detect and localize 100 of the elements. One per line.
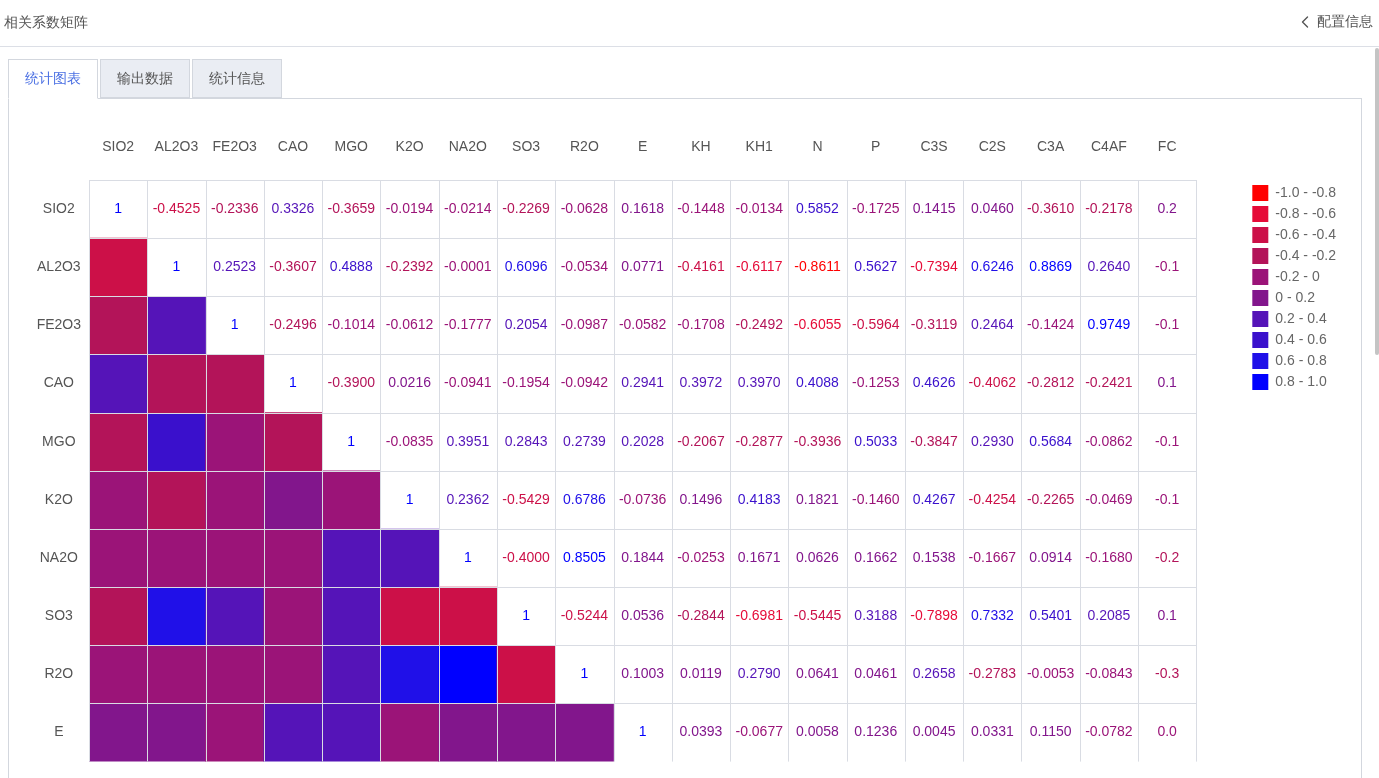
color-bar-label: 0.8 - 1.0 (1275, 372, 1327, 389)
text: -0.8611 (794, 258, 841, 275)
text: -0.0194 (385, 199, 434, 216)
text: -0.0053 (1026, 665, 1075, 682)
text: -0.0835 (385, 432, 434, 449)
text: -0.1 (1155, 258, 1180, 275)
text: -0.1667 (968, 548, 1017, 565)
text: -0.1777 (444, 316, 492, 333)
text: 1 (230, 316, 239, 333)
text: -0.2265 (1026, 490, 1075, 507)
tab[interactable]: 输出数据 (100, 59, 190, 98)
text: -0.1 (1155, 316, 1180, 333)
text: -0.3610 (1026, 199, 1075, 216)
text: 0.1671 (737, 548, 781, 565)
x-tick-label: CAO (277, 138, 309, 155)
text: 0.1618 (621, 199, 665, 216)
text: 0.0536 (621, 607, 665, 624)
text: -0.0582 (618, 316, 667, 333)
text: -0.4525 (152, 199, 201, 216)
text: -0.3119 (910, 316, 958, 333)
text: 0.8505 (562, 548, 606, 565)
text: -0.6981 (735, 607, 783, 624)
text: -0.3900 (327, 374, 375, 391)
text: -0.1424 (1026, 316, 1075, 333)
text: 0.2464 (970, 316, 1014, 333)
config-link[interactable]: 配置信息 (1301, 12, 1373, 32)
text: 1 (347, 432, 356, 449)
text: 0.2941 (621, 374, 665, 391)
text: 0.1236 (854, 723, 898, 740)
text: 0.0119 (680, 665, 722, 682)
x-tick-label: R2O (569, 138, 599, 155)
text: -0.0612 (385, 316, 434, 333)
text: 0.1662 (854, 548, 898, 565)
text: -0.4161 (677, 258, 725, 275)
text: 0.2790 (737, 665, 781, 682)
text: -0.2496 (269, 316, 317, 333)
text: -0.3 (1155, 665, 1180, 682)
text: 0.1003 (621, 665, 665, 682)
text: 0.1844 (621, 548, 665, 565)
text: -0.0134 (735, 199, 783, 216)
text: -0.2492 (735, 316, 783, 333)
x-tick-label: SIO2 (102, 138, 135, 155)
y-tick-label: AL2O3 (37, 258, 81, 275)
tab[interactable]: 统计信息 (192, 59, 282, 98)
text: 0.2739 (562, 432, 606, 449)
x-tick-label: K2O (395, 138, 424, 155)
y-tick-label: SO3 (44, 607, 74, 624)
text: -0.0534 (560, 258, 609, 275)
x-tick-label: AL2O3 (154, 138, 199, 155)
text: -0.2 (1155, 548, 1180, 565)
text: -0.4000 (502, 548, 550, 565)
scrollbar[interactable] (1375, 48, 1379, 355)
text: 0.4626 (912, 374, 956, 391)
text: -0.1680 (1085, 548, 1133, 565)
x-tick-label: MGO (334, 138, 369, 155)
x-tick-label: KH (691, 138, 711, 155)
text: -0.2178 (1085, 199, 1133, 216)
text: 0.3951 (446, 432, 490, 449)
text: 0.0331 (970, 723, 1014, 740)
text: -0.4062 (968, 374, 1017, 391)
color-bar-label: -0.2 - 0 (1275, 267, 1320, 284)
text: -0.2067 (677, 432, 725, 449)
color-bar-label: -0.6 - -0.4 (1275, 225, 1337, 242)
text: 0.2523 (213, 258, 257, 275)
y-tick-label: CAO (43, 374, 75, 391)
text: 0.0914 (1029, 548, 1073, 565)
tab[interactable]: 统计图表 (8, 59, 98, 99)
text: -0.2812 (1026, 374, 1075, 391)
text: 1 (172, 258, 181, 275)
x-tick-label: KH1 (745, 138, 774, 155)
text: -0.0941 (444, 374, 492, 391)
text: 0.1821 (796, 490, 839, 507)
text: 0.9749 (1087, 316, 1131, 333)
x-tick-label: P (871, 138, 881, 155)
text: -0.5445 (793, 607, 842, 624)
text: 0.5852 (796, 199, 839, 216)
text: 0.2 (1157, 199, 1177, 216)
text: -0.4254 (968, 490, 1017, 507)
text: 1 (114, 199, 123, 216)
text: 0.0 (1157, 723, 1177, 740)
text: 0.4088 (796, 374, 839, 391)
text: -0.0001 (444, 258, 492, 275)
text: 1 (463, 548, 472, 565)
text: 0.5627 (854, 258, 898, 275)
text: 0.2054 (504, 316, 548, 333)
text: -0.0862 (1085, 432, 1133, 449)
text: -0.2336 (210, 199, 259, 216)
text: -0.2421 (1085, 374, 1133, 391)
y-tick-label: K2O (44, 490, 73, 507)
x-tick-label: FC (1157, 138, 1177, 155)
color-bar-label: -0.8 - -0.6 (1275, 204, 1337, 221)
x-tick-label: E (637, 138, 648, 155)
x-tick-label: C3S (920, 138, 948, 155)
text: -0.2392 (385, 258, 434, 275)
text: 0.0216 (388, 374, 431, 391)
text: 0.0461 (854, 665, 898, 682)
text: 0.6786 (562, 490, 606, 507)
text: 0.1496 (679, 490, 723, 507)
text: 0.0393 (679, 723, 723, 740)
text: 0.3970 (737, 374, 781, 391)
